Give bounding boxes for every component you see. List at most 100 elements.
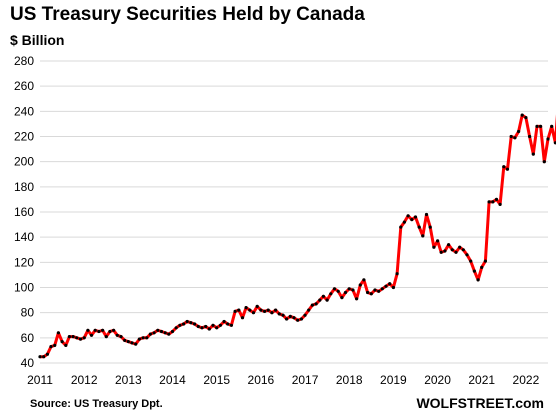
data-point <box>358 283 362 287</box>
data-point <box>237 308 241 312</box>
data-point <box>145 336 149 340</box>
data-point <box>347 287 351 291</box>
data-point <box>384 284 388 288</box>
data-point <box>531 152 535 156</box>
data-point <box>528 134 532 139</box>
data-point <box>78 337 83 341</box>
data-point <box>137 337 141 341</box>
data-point <box>218 323 222 327</box>
data-point <box>215 326 219 330</box>
data-point <box>336 289 340 293</box>
data-point <box>362 278 366 282</box>
data-point <box>314 302 318 306</box>
data-point <box>259 308 263 312</box>
data-point <box>299 317 303 321</box>
data-point <box>325 298 329 302</box>
data-point <box>193 322 197 326</box>
data-point <box>524 116 528 120</box>
data-point <box>123 338 127 342</box>
data-point <box>443 249 447 253</box>
data-point <box>101 328 105 332</box>
data-point <box>351 288 355 292</box>
data-point <box>159 329 164 334</box>
y-tick-label: 240 <box>14 104 34 118</box>
data-point <box>185 319 189 324</box>
source-note: Source: US Treasury Dpt. <box>30 398 163 410</box>
data-point <box>174 326 178 330</box>
data-point <box>196 324 200 329</box>
data-point <box>469 259 473 263</box>
data-point <box>49 345 53 349</box>
data-point <box>204 324 208 329</box>
x-tick-label: 2017 <box>292 373 319 387</box>
data-point <box>148 332 152 336</box>
x-tick-label: 2011 <box>27 373 53 387</box>
data-point <box>410 218 414 222</box>
y-tick-label: 80 <box>21 306 35 320</box>
data-point <box>167 332 171 336</box>
data-point <box>520 113 524 117</box>
brand-logo-text: WOLFSTREET.com <box>416 395 544 411</box>
y-tick-label: 120 <box>14 255 34 269</box>
x-tick-label: 2019 <box>380 373 407 387</box>
data-point <box>321 294 325 298</box>
data-point <box>152 331 156 335</box>
data-point-markers <box>38 113 556 359</box>
x-tick-label: 2018 <box>336 373 363 387</box>
data-point <box>483 259 487 263</box>
data-point <box>366 290 370 295</box>
data-point <box>303 313 307 317</box>
gridlines <box>40 60 548 364</box>
x-tick-label: 2020 <box>424 373 451 387</box>
data-point <box>402 220 406 224</box>
data-point <box>505 167 510 171</box>
data-point <box>126 340 130 344</box>
data-point <box>355 297 359 301</box>
data-point <box>340 296 344 300</box>
data-point <box>380 287 384 291</box>
data-point <box>399 225 403 229</box>
x-tick-label: 2016 <box>248 373 275 387</box>
data-point <box>82 336 86 340</box>
data-point <box>75 336 79 340</box>
data-point <box>53 343 57 347</box>
data-point <box>395 272 399 276</box>
data-point <box>310 303 314 307</box>
data-point <box>248 308 252 312</box>
data-point <box>233 309 237 313</box>
data-point <box>89 333 94 337</box>
data-point <box>553 141 556 145</box>
data-point <box>274 308 278 312</box>
data-point <box>546 137 550 141</box>
data-point <box>60 340 64 344</box>
data-point <box>329 292 333 296</box>
data-point <box>550 124 554 128</box>
y-tick-label: 40 <box>21 356 35 370</box>
data-point <box>240 316 245 320</box>
data-point <box>112 328 116 332</box>
data-point <box>163 331 167 335</box>
data-point <box>542 160 546 164</box>
data-point <box>343 290 348 295</box>
data-point <box>255 304 259 308</box>
data-point <box>307 308 311 312</box>
data-point <box>458 245 462 249</box>
x-tick-label: 2021 <box>468 373 495 387</box>
data-point <box>285 317 289 321</box>
data-point <box>461 248 465 252</box>
data-point <box>373 288 377 292</box>
data-point <box>391 285 395 290</box>
data-point <box>281 313 285 317</box>
data-point <box>56 331 61 335</box>
data-point <box>38 355 42 359</box>
data-point <box>513 136 517 140</box>
data-point <box>211 323 215 327</box>
data-point <box>189 321 193 325</box>
data-point <box>472 269 476 273</box>
data-point <box>244 306 248 310</box>
data-point <box>104 335 108 339</box>
x-axis-ticks: 2011 2012 2013 2014 2015 2016 2017 2018 2019 2020… <box>27 373 539 387</box>
y-tick-label: 60 <box>21 331 35 345</box>
data-point <box>421 234 425 238</box>
y-tick-label: 140 <box>14 230 34 244</box>
